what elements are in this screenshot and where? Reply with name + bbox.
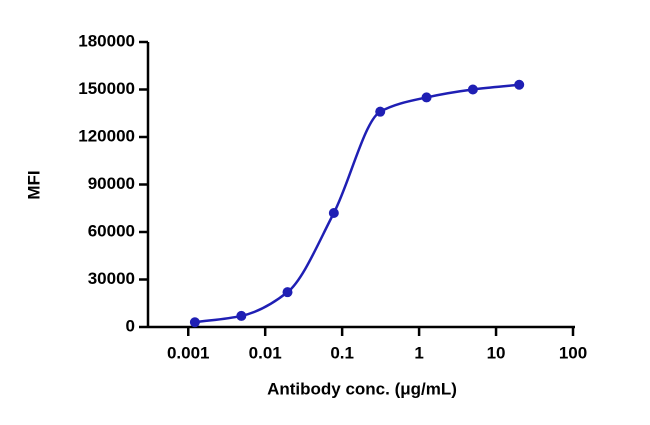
data-point xyxy=(514,79,525,90)
data-point xyxy=(467,84,478,95)
y-axis-title: MFI xyxy=(24,170,43,199)
y-tick-label: 120000 xyxy=(78,126,135,145)
x-tick-label: 100 xyxy=(559,343,587,362)
x-axis-title: Antibody conc. (μg/mL) xyxy=(267,379,457,398)
x-tick-label: 0.1 xyxy=(330,343,354,362)
y-tick-label: 150000 xyxy=(78,79,135,98)
data-point xyxy=(282,287,293,298)
x-tick-label: 10 xyxy=(487,343,506,362)
y-tick-label: 90000 xyxy=(88,174,135,193)
y-tick-label: 180000 xyxy=(78,31,135,50)
data-point xyxy=(421,92,432,103)
y-tick-label: 60000 xyxy=(88,221,135,240)
data-point xyxy=(328,208,339,218)
x-tick-label: 0.001 xyxy=(167,343,210,362)
data-point xyxy=(189,317,200,328)
x-tick-label: 0.01 xyxy=(249,343,282,362)
y-tick-label: 0 xyxy=(126,316,135,335)
data-point xyxy=(236,310,247,321)
x-tick-label: 1 xyxy=(414,343,423,362)
y-tick-label: 30000 xyxy=(88,269,135,288)
fit-curve xyxy=(194,83,520,324)
data-point xyxy=(375,106,386,117)
